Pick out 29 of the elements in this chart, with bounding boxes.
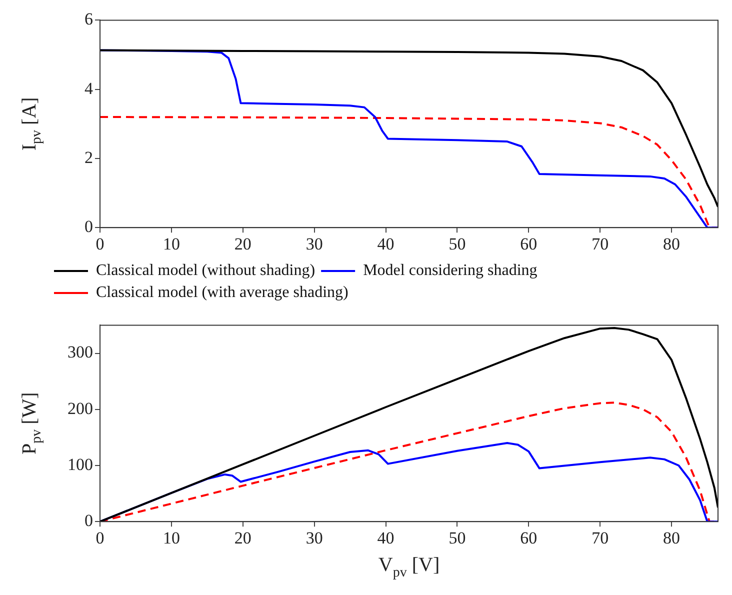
x-tick-label: 80 [663,234,680,254]
x-tick-label: 20 [234,234,252,254]
x-tick-label: 70 [592,528,609,548]
x-tick-label: 70 [592,234,609,254]
x-tick-label: 10 [162,528,180,548]
y-axis-title: Ipv [A] [18,97,45,151]
y-tick-label: 200 [68,398,93,418]
x-tick-label: 50 [448,528,466,548]
x-tick-label: 40 [377,528,394,548]
y-tick-label: 2 [84,148,93,167]
x-tick-label: 80 [663,528,680,548]
y-tick-label: 0 [84,511,93,530]
y-tick-label: 4 [84,78,94,98]
x-tick-label: 30 [306,234,323,254]
x-tick-label: 20 [234,528,252,548]
legend-label: Classical model (with average shading) [96,284,348,302]
y-tick-label: 6 [84,10,93,29]
legend-label: Classical model (without shading) [96,262,316,280]
x-tick-label: 60 [520,528,538,548]
y-tick-label: 0 [84,217,93,236]
x-tick-label: 10 [162,234,180,254]
x-tick-label: 60 [520,234,538,254]
x-tick-label: 30 [306,528,323,548]
x-tick-label: 50 [448,234,466,254]
x-tick-label: 40 [377,234,394,254]
y-tick-label: 300 [68,342,93,362]
y-tick-label: 100 [68,454,93,474]
legend-label: Model considering shading [363,262,538,280]
y-axis-title: Ppv [W] [18,392,45,455]
